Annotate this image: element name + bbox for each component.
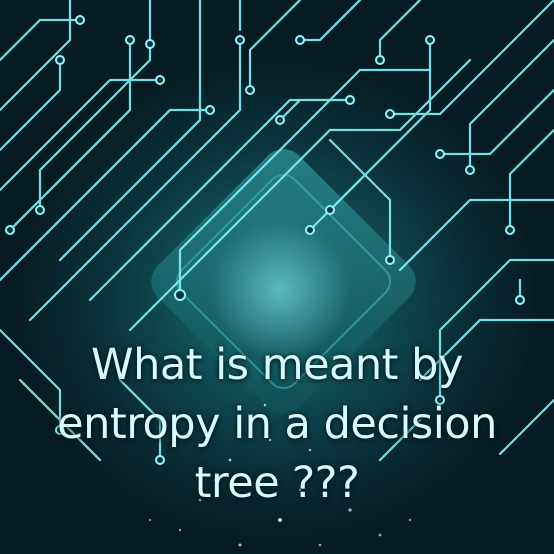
microchip-icon <box>151 149 416 414</box>
headline-line-2: entropy in a decision <box>57 399 497 449</box>
circuit-traces <box>0 0 554 462</box>
circuit-pads <box>5 15 525 465</box>
headline-line-1: What is meant by <box>91 340 463 390</box>
headline-line-3: tree ??? <box>194 458 360 508</box>
glitter-particles <box>148 403 412 547</box>
headline-text: What is meant by entropy in a decision t… <box>0 336 554 513</box>
